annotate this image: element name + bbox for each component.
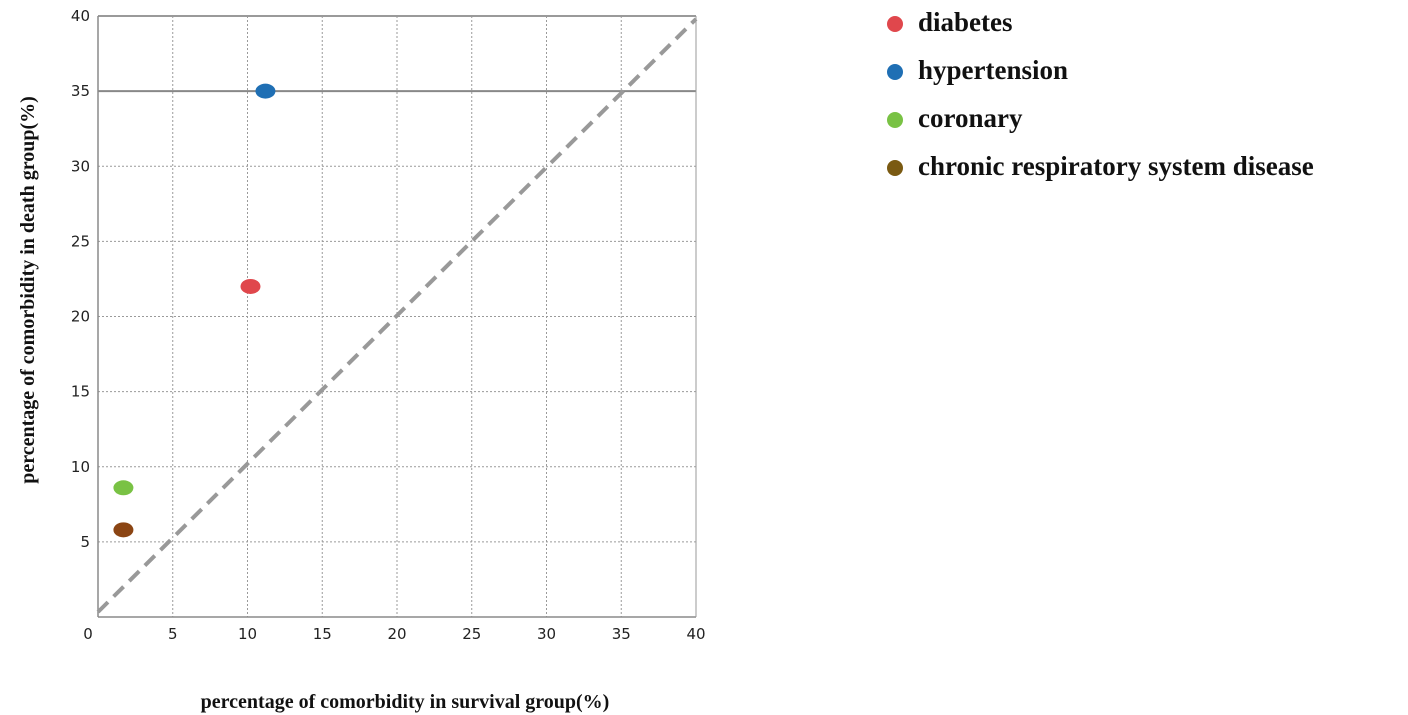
y-tick-label: 35 xyxy=(71,82,90,100)
y-tick-label: 25 xyxy=(71,232,90,250)
reference-line xyxy=(96,17,698,614)
legend-label: diabetes xyxy=(918,7,1013,37)
x-tick-label: 40 xyxy=(686,625,705,643)
y-tick-label: 20 xyxy=(71,308,90,326)
x-tick-label: 5 xyxy=(168,625,178,643)
legend-label: coronary xyxy=(918,103,1023,133)
legend-label: chronic respiratory system disease xyxy=(918,151,1314,181)
legend-marker xyxy=(887,64,903,80)
data-point xyxy=(113,480,134,496)
data-point xyxy=(113,522,134,538)
legend-marker xyxy=(887,16,903,32)
x-tick-label: 15 xyxy=(313,625,332,643)
axes xyxy=(97,15,697,618)
x-tick-label: 0 xyxy=(83,625,93,643)
y-tick-label: 10 xyxy=(71,458,90,476)
legend: diabetes hypertension coronary chronic resp… xyxy=(887,7,1314,181)
x-tick-label: 10 xyxy=(238,625,257,643)
y-tick-label: 5 xyxy=(80,533,90,551)
x-axis-title: percentage of comorbidity in survival gr… xyxy=(201,691,610,713)
reference-line-group xyxy=(96,17,698,614)
y-axis-title: percentage of comorbidity in death group… xyxy=(17,96,39,484)
y-tick-label: 30 xyxy=(71,157,90,175)
grid xyxy=(98,16,696,617)
legend-label: hypertension xyxy=(918,55,1068,85)
data-point xyxy=(255,83,276,99)
x-tick-label: 25 xyxy=(462,625,481,643)
x-tick-label: 35 xyxy=(612,625,631,643)
x-tick-label: 20 xyxy=(387,625,406,643)
data-point xyxy=(240,278,261,294)
legend-marker xyxy=(887,112,903,128)
data-points xyxy=(113,83,276,538)
x-tick-label: 30 xyxy=(537,625,556,643)
legend-marker xyxy=(887,160,903,176)
y-tick-label: 15 xyxy=(71,383,90,401)
y-tick-label: 40 xyxy=(71,7,90,25)
tick-labels: 0 5 10 15 20 25 30 35 40 5 10 15 20 25 30 35 40 xyxy=(71,7,706,643)
